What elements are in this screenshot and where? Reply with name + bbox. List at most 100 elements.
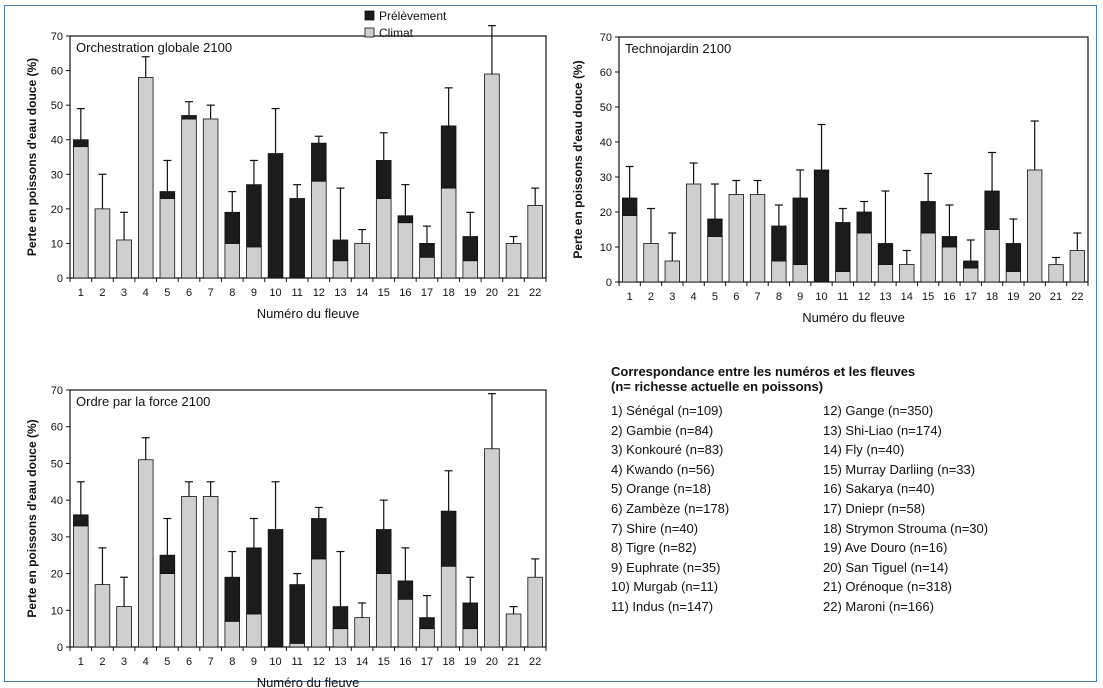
x-axis-title: Numéro du fleuve [257,306,360,321]
bar-prelevement [159,554,176,574]
y-tick-label: 20 [600,207,612,219]
x-tick-label: 4 [143,656,149,668]
bar-climat [137,459,154,648]
y-tick-label: 60 [51,66,63,78]
river-entry: 3) Konkouré (n=83) [611,442,724,458]
correspondence-list: 1) Sénégal (n=109) 2) Gambie (n=84) 3) Kon… [611,401,1081,617]
bar-prelevement [224,211,241,244]
bar-climat [771,260,787,283]
x-tick-label: 11 [291,287,302,299]
x-tick-label: 14 [901,291,913,303]
bar-climat [707,236,723,283]
bar-prelevement [159,191,176,199]
x-tick-label: 22 [1071,291,1083,303]
bar-prelevement [856,211,872,234]
y-tick-label: 40 [51,135,63,147]
y-axis-title: Perte en poissons d'eau douce (%) [25,419,39,617]
x-tick-label: 5 [164,287,170,299]
bar-climat [664,260,680,283]
x-tick-label: 19 [464,656,476,668]
x-tick-label: 3 [669,291,675,303]
bar-climat [440,187,457,279]
x-tick-label: 17 [421,656,433,668]
bar-prelevement [332,606,349,630]
y-axis-title: Perte en poissons d'eau douce (%) [571,60,585,258]
bar-climat [462,628,479,648]
y-tick-label: 70 [600,32,612,44]
bar-climat [181,496,197,648]
bar-climat [1005,271,1022,283]
river-entry: 4) Kwando (n=56) [611,461,715,477]
bar-climat [856,232,872,283]
bar-climat [159,198,176,279]
bar-climat [354,243,370,279]
bar-climat [311,180,327,279]
x-tick-label: 5 [164,656,170,668]
bar-prelevement [397,580,414,600]
bar-prelevement [289,584,305,644]
x-tick-label: 11 [291,656,302,668]
bar-climat [877,264,894,283]
x-tick-label: 13 [334,656,346,668]
river-entry: 22) Maroni (n=166) [823,598,934,614]
bar-prelevement [246,547,262,615]
x-tick-label: 1 [627,291,633,303]
x-tick-label: 13 [879,291,891,303]
x-tick-label: 2 [648,291,654,303]
bar-prelevement [1005,243,1022,272]
x-tick-label: 14 [356,287,368,299]
river-entry: 20) San Tiguel (n=14) [823,559,949,575]
x-tick-label: 16 [943,291,955,303]
bar-climat [643,243,659,283]
bar-climat [73,146,89,279]
y-tick-label: 50 [51,100,63,112]
river-entry: 8) Tigre (n=82) [611,540,697,556]
bar-climat [202,496,219,648]
bar-prelevement [375,529,392,574]
x-tick-label: 17 [421,287,433,299]
y-tick-label: 0 [57,273,63,285]
y-tick-label: 50 [600,102,612,114]
x-tick-label: 3 [121,656,127,668]
bar-climat [375,198,392,279]
y-tick-label: 20 [51,569,63,581]
bar-climat [899,264,915,283]
y-tick-label: 0 [57,642,63,654]
bar-climat [984,229,1000,283]
bar-prelevement [440,510,457,567]
bar-climat [527,576,543,648]
bar-climat [920,232,936,283]
x-tick-label: 9 [251,656,257,668]
x-tick-label: 1 [78,656,84,668]
legend-label: Climat [379,26,414,40]
x-tick-label: 16 [399,656,411,668]
bar-prelevement [181,115,197,120]
x-tick-label: 17 [965,291,977,303]
bar-prelevement [397,215,414,224]
bar-climat [792,264,808,283]
river-entry: 12) Gange (n=350) [823,403,934,418]
bar-prelevement [835,222,851,272]
x-tick-label: 4 [691,291,697,303]
x-tick-label: 18 [443,656,455,668]
x-tick-label: 7 [208,287,214,299]
x-tick-label: 21 [507,287,519,299]
bar-climat [375,573,392,648]
bar-climat [527,204,543,279]
bar-climat [354,617,370,648]
y-tick-label: 40 [51,495,63,507]
bar-prelevement [246,184,262,248]
bar-climat [397,222,414,279]
bar-prelevement [375,160,392,199]
panel-title: Technojardin 2100 [625,41,731,56]
bar-climat [94,208,111,279]
x-tick-label: 18 [986,291,998,303]
y-tick-label: 60 [51,422,63,434]
x-tick-label: 12 [313,287,325,299]
y-tick-label: 20 [51,204,63,216]
y-axis-title: Perte en poissons d'eau douce (%) [25,58,39,256]
river-correspondence-legend: Correspondance entre les numéros et les … [611,364,1081,617]
bar-climat [749,194,766,283]
